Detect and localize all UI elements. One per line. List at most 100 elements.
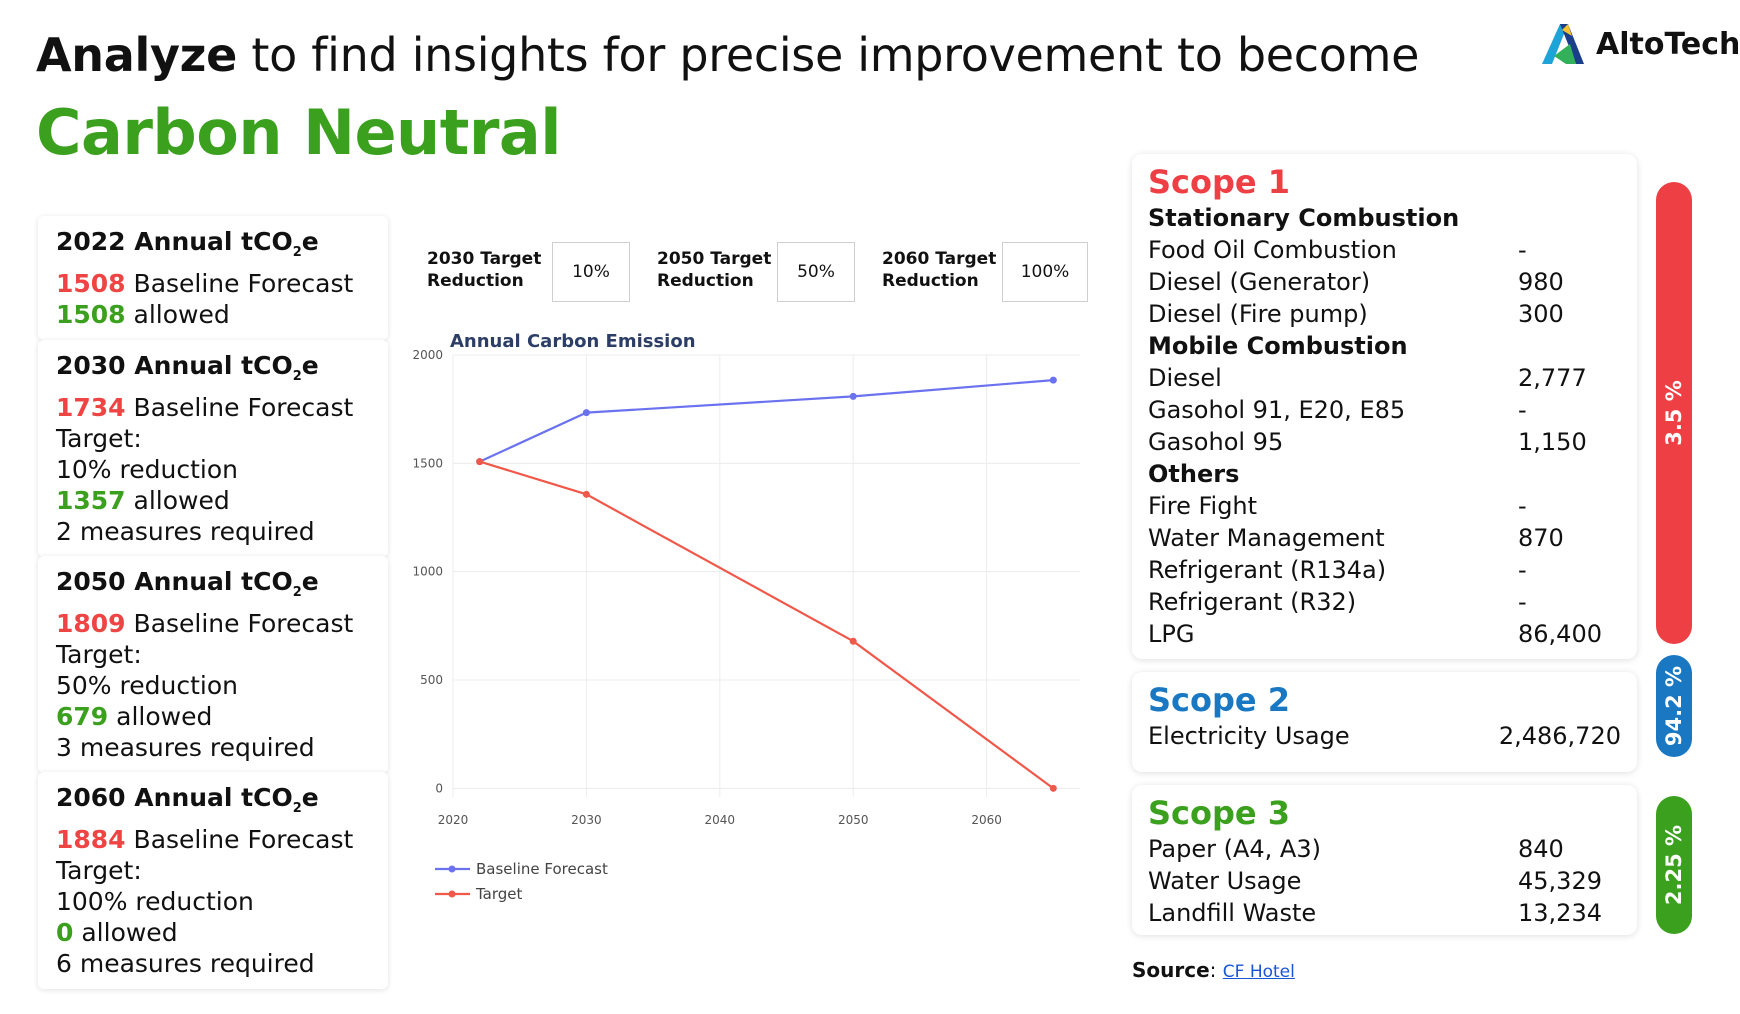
page-title: Analyze to find insights for precise imp…: [36, 28, 1419, 82]
x-tick-label: 2060: [971, 813, 1002, 827]
y-tick-label: 2000: [412, 348, 443, 362]
scope2-share-label: 94.2 %: [1662, 665, 1687, 747]
scope1-row-label: Food Oil Combustion: [1148, 236, 1397, 264]
scope3-row: Water Usage 45,329: [1148, 867, 1602, 895]
scope3-card: Scope 3 Paper (A4, A3) 840 Water Usage 45,…: [1132, 785, 1637, 935]
x-tick-label: 2020: [438, 813, 469, 827]
x-tick-label: 2040: [705, 813, 736, 827]
card-heading: 2030 Annual tCO2e: [56, 351, 319, 384]
data-point: [582, 490, 590, 498]
measures-text: 2 measures required: [56, 517, 315, 546]
scope1-row: LPG 86,400: [1148, 618, 1621, 650]
data-point: [849, 392, 857, 400]
allowed-value: 1508: [56, 300, 126, 329]
allowed-line: 0 allowed: [56, 918, 178, 947]
scope1-row-value: -: [1518, 492, 1527, 520]
baseline-line: 1809 Baseline Forecast: [56, 609, 354, 638]
scope1-row: Gasohol 95 1,150: [1148, 426, 1621, 458]
data-point: [582, 409, 590, 417]
series-line-target: [479, 460, 1054, 790]
scope3-share-bar: 2.25 %: [1656, 796, 1692, 934]
scope1-row-label: Gasohol 95: [1148, 428, 1284, 456]
target-2030-label: 2030 Target Reduction: [427, 249, 542, 291]
y-tick-label: 1000: [412, 565, 443, 579]
scope1-row-value: -: [1518, 588, 1527, 616]
legend-marker: [448, 865, 456, 873]
allowed-line: 679 allowed: [56, 702, 213, 731]
annual-carbon-emission-chart: Annual Carbon Emission 0 500 1000 1500 2000 20…: [412, 331, 1080, 903]
target-2050-input[interactable]: 50%: [777, 242, 855, 302]
target-2030-input[interactable]: 10%: [552, 242, 630, 302]
scope1-body: Stationary Combustion Food Oil Combustion…: [1148, 202, 1621, 650]
scope2-title: Scope 2: [1148, 681, 1291, 719]
target-2060-input[interactable]: 100%: [1002, 242, 1088, 302]
target-2060-label: 2060 Target Reduction: [882, 249, 997, 291]
scope1-row-value: 980: [1518, 268, 1564, 296]
scope2-row: Electricity Usage 2,486,720: [1148, 722, 1621, 750]
data-point: [1049, 376, 1057, 384]
scope1-row-value: 1,150: [1518, 428, 1587, 456]
baseline-value: 1884: [56, 825, 126, 854]
scope1-section-heading: Stationary Combustion: [1148, 204, 1460, 232]
scope1-row-label: Water Management: [1148, 524, 1385, 552]
target-label: Target:: [56, 424, 142, 453]
reduction-text: 100% reduction: [56, 887, 254, 916]
card-2030: 2030 Annual tCO2e 1734 Baseline Forecast…: [38, 340, 388, 557]
card-heading: 2060 Annual tCO2e: [56, 783, 319, 816]
scope1-row-label: Diesel (Generator): [1148, 268, 1371, 296]
card-2060: 2060 Annual tCO2e 1884 Baseline Forecast…: [38, 772, 388, 989]
data-point: [476, 458, 484, 466]
baseline-value: 1508: [56, 269, 126, 298]
reduction-text: 10% reduction: [56, 455, 238, 484]
scope1-row: Diesel (Generator) 980: [1148, 266, 1621, 298]
scope1-row-label: Diesel: [1148, 364, 1222, 392]
title-rest: to find insights for precise improvement…: [237, 28, 1420, 82]
scope1-row-label: LPG: [1148, 620, 1195, 648]
scope1-row: Food Oil Combustion -: [1148, 234, 1621, 266]
x-tick-label: 2030: [571, 813, 602, 827]
allowed-line: 1508 allowed: [56, 300, 230, 329]
card-2050: 2050 Annual tCO2e 1809 Baseline Forecast…: [38, 556, 388, 773]
card-2022: 2022 Annual tCO2e 1508 Baseline Forecast…: [38, 216, 388, 340]
scope2-card: Scope 2 Electricity Usage 2,486,720: [1132, 672, 1637, 772]
source-link[interactable]: CF Hotel: [1222, 962, 1295, 982]
scope3-title: Scope 3: [1148, 794, 1291, 832]
chart-title: Annual Carbon Emission: [450, 331, 696, 352]
scope1-row: Refrigerant (R32) -: [1148, 586, 1621, 618]
scope1-row-value: 870: [1518, 524, 1564, 552]
scope1-row-label: Gasohol 91, E20, E85: [1148, 396, 1406, 424]
scope1-share-label: 3.5 %: [1662, 380, 1686, 446]
scope3-row: Landfill Waste 13,234: [1148, 899, 1602, 927]
scope1-row: Diesel (Fire pump) 300: [1148, 298, 1621, 330]
y-tick-label: 1500: [412, 456, 443, 470]
scope1-row: Refrigerant (R134a) -: [1148, 554, 1621, 586]
card-heading: 2050 Annual tCO2e: [56, 567, 319, 600]
scope1-card: Scope 1 Stationary Combustion Food Oil Co…: [1132, 154, 1637, 659]
baseline-value: 1734: [56, 393, 126, 422]
legend-label: Baseline Forecast: [476, 860, 608, 878]
reduction-text: 50% reduction: [56, 671, 238, 700]
scope3-row: Paper (A4, A3) 840: [1148, 835, 1564, 863]
baseline-line: 1884 Baseline Forecast: [56, 825, 354, 854]
allowed-value: 679: [56, 702, 109, 731]
series-line-baseline-forecast: [479, 379, 1054, 463]
measures-text: 6 measures required: [56, 949, 315, 978]
scope1-row: Water Management 870: [1148, 522, 1621, 554]
scope1-row: Diesel 2,777: [1148, 362, 1621, 394]
page-subtitle: Carbon Neutral: [36, 96, 562, 169]
title-bold: Analyze: [36, 28, 238, 82]
legend-marker: [448, 890, 456, 898]
card-heading: 2022 Annual tCO2e: [56, 227, 319, 260]
baseline-value: 1809: [56, 609, 126, 638]
allowed-line: 1357 allowed: [56, 486, 230, 515]
baseline-line: 1734 Baseline Forecast: [56, 393, 354, 422]
scope1-row-value: 300: [1518, 300, 1564, 328]
measures-text: 3 measures required: [56, 733, 315, 762]
altotech-logo: AltoTech: [1540, 22, 1740, 66]
scope1-row-label: Refrigerant (R134a): [1148, 556, 1387, 584]
scope3-share-label: 2.25 %: [1662, 824, 1687, 906]
scope1-row-value: 2,777: [1518, 364, 1587, 392]
scope1-row-value: 86,400: [1518, 620, 1602, 648]
scope2-share-bar: 94.2 %: [1656, 655, 1692, 757]
scope1-row-label: Refrigerant (R32): [1148, 588, 1357, 616]
